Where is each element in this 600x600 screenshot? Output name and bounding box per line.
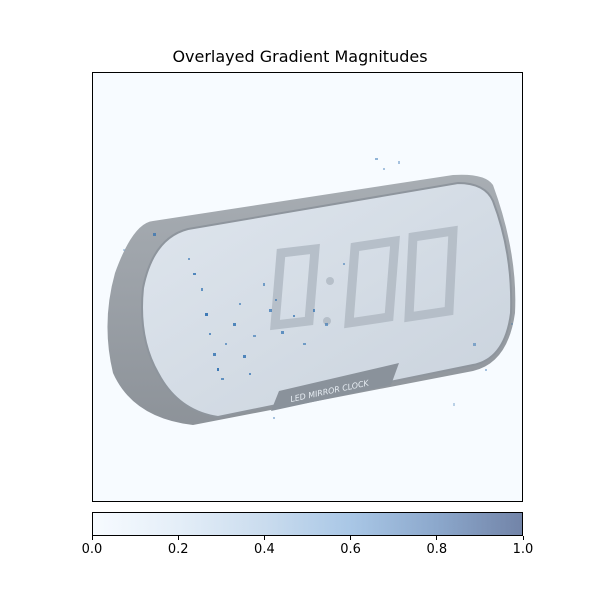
colorbar-tick: 0.2 [158, 536, 198, 558]
colorbar-ticks: 0.0 0.2 0.4 0.6 0.8 1.0 [82, 536, 533, 566]
figure-title: Overlayed Gradient Magnitudes [172, 47, 428, 66]
gradient-speckles [123, 158, 513, 419]
colorbar-tick: 0.6 [331, 536, 371, 558]
overlay-image: LED MIRROR CLOCK [107, 158, 516, 425]
label-plate [271, 363, 399, 411]
colorbar-tick: 1.0 [503, 536, 543, 558]
colorbar [92, 512, 523, 536]
image-axes: LED MIRROR CLOCK [92, 72, 523, 502]
colorbar-tick: 0.4 [244, 536, 284, 558]
colorbar-tick: 0.0 [72, 536, 112, 558]
colorbar-tick: 0.8 [417, 536, 457, 558]
